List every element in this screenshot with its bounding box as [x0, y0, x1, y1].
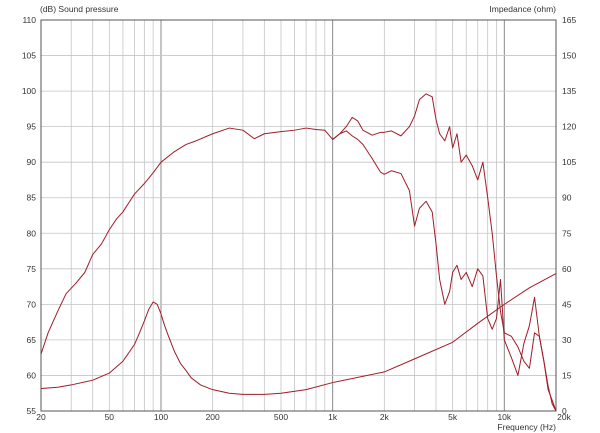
left-tick-label: 55: [27, 406, 37, 416]
x-tick-label: 2k: [380, 412, 390, 422]
right-tick-label: 120: [562, 122, 576, 132]
x-tick-label: 1k: [328, 412, 338, 422]
right-tick-label: 30: [562, 335, 572, 345]
right-tick-label: 135: [562, 86, 576, 96]
x-tick-label: 50: [105, 412, 115, 422]
grid-lines: [41, 19, 556, 412]
right-tick-label: 90: [562, 193, 572, 203]
left-tick-label: 110: [22, 15, 36, 25]
left-tick-label: 95: [27, 122, 37, 132]
left-axis-title: (dB) Sound pressure: [40, 4, 119, 14]
left-tick-label: 100: [22, 86, 36, 96]
plot-frame: [40, 19, 557, 412]
impedance-curve: [40, 273, 557, 395]
left-tick-label: 105: [22, 51, 36, 61]
spl-curve-1: [40, 93, 557, 412]
x-tick-label: 200: [206, 412, 220, 422]
right-tick-label: 165: [562, 15, 576, 25]
right-tick-label: 45: [562, 299, 572, 309]
x-tick-label: 500: [274, 412, 288, 422]
spl-curve-2: [332, 130, 557, 412]
left-tick-label: 70: [27, 299, 37, 309]
x-tick-label: 5k: [448, 412, 458, 422]
right-tick-label: 15: [562, 370, 572, 380]
right-axis-title: Impedance (ohm): [489, 4, 556, 14]
x-tick-label: 20: [36, 412, 46, 422]
curves: [40, 93, 557, 412]
right-tick-label: 150: [562, 51, 576, 61]
x-tick-label: 100: [154, 412, 168, 422]
right-tick-label: 60: [562, 264, 572, 274]
right-tick-label: 75: [562, 228, 572, 238]
left-tick-label: 65: [27, 335, 37, 345]
left-tick-label: 80: [27, 228, 37, 238]
left-tick-label: 85: [27, 193, 37, 203]
tick-labels: 55 60 65 70 75 80 85 90 95 100 105 110 0 15 30 45 60 75 90…: [22, 15, 577, 422]
left-tick-label: 60: [27, 370, 37, 380]
x-axis-title: Frequency (Hz): [497, 422, 556, 432]
right-tick-label: 105: [562, 157, 576, 167]
x-tick-label: 20k: [557, 412, 571, 422]
left-tick-label: 90: [27, 157, 37, 167]
left-tick-label: 75: [27, 264, 37, 274]
x-tick-label: 10k: [497, 412, 511, 422]
right-tick-label: 0: [562, 406, 567, 416]
